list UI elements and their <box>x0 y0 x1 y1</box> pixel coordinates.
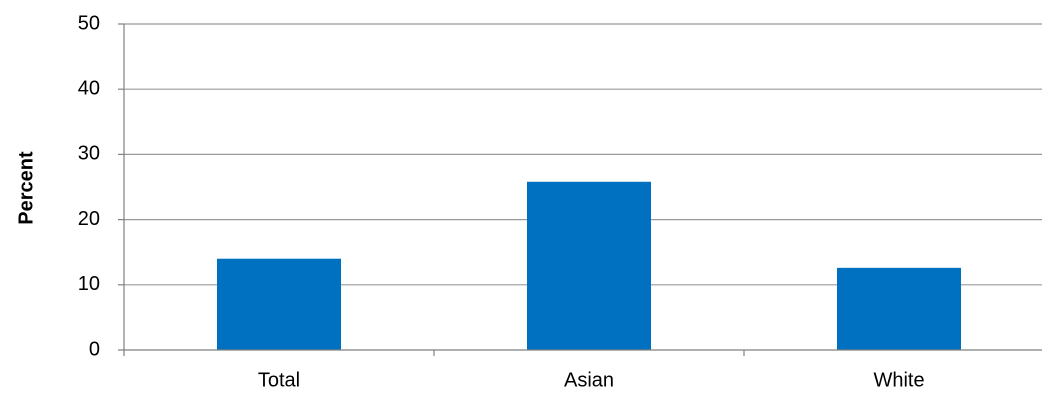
bar-asian <box>527 181 651 350</box>
bars <box>217 181 961 350</box>
y-tick-label: 20 <box>78 208 100 230</box>
y-tick-label: 10 <box>78 273 100 295</box>
x-tick-label: Total <box>258 369 300 391</box>
y-tick-label: 30 <box>78 143 100 165</box>
x-tick-label: Asian <box>564 369 614 391</box>
bar-total <box>217 258 341 350</box>
y-tick-label: 40 <box>78 77 100 99</box>
x-tick-label: White <box>873 369 924 391</box>
y-axis-label: Percent <box>15 151 37 225</box>
axes <box>118 23 1042 356</box>
y-tick-label: 0 <box>89 338 100 360</box>
bar-white <box>837 267 961 350</box>
y-tick-label: 50 <box>78 12 100 34</box>
tick-labels: 0 10 20 30 40 50 Total Asian White <box>78 12 925 391</box>
